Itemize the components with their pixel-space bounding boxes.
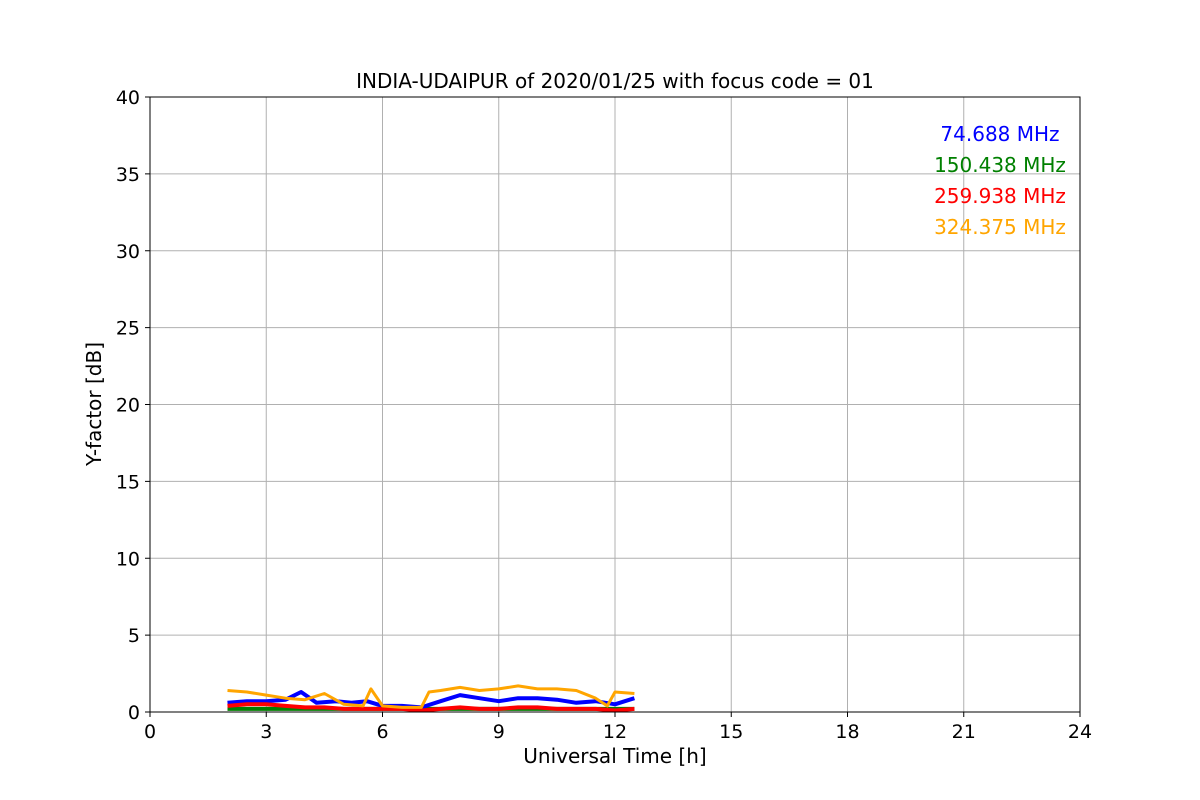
y-axis-ticks: 0 5 10 15 20 25 30 35 40 — [116, 87, 150, 724]
series-layer — [227, 684, 635, 713]
x-tick-label: 0 — [144, 721, 156, 743]
y-tick-label: 5 — [128, 625, 140, 647]
x-tick-label: 9 — [493, 721, 505, 743]
x-tick-label: 12 — [603, 721, 627, 743]
y-tick-label: 25 — [116, 318, 140, 340]
x-tick-label: 3 — [260, 721, 272, 743]
y-axis-label: Y-factor [dB] — [82, 342, 106, 467]
y-tick-label: 35 — [116, 164, 140, 186]
y-tick-label: 30 — [116, 241, 140, 263]
x-tick-label: 24 — [1068, 721, 1092, 743]
x-tick-label: 21 — [952, 721, 976, 743]
series-line-3 — [227, 684, 635, 709]
y-tick-label: 40 — [116, 87, 140, 109]
y-tick-label: 20 — [116, 395, 140, 417]
legend-entry: 259.938 MHz — [934, 184, 1066, 208]
legend-entry: 74.688 MHz — [940, 122, 1059, 146]
x-tick-label: 6 — [376, 721, 388, 743]
y-tick-label: 15 — [116, 471, 140, 493]
x-axis-ticks: 0 3 6 9 12 15 18 21 24 — [144, 712, 1092, 743]
x-axis-label: Universal Time [h] — [523, 744, 706, 768]
x-tick-label: 15 — [719, 721, 743, 743]
y-tick-label: 10 — [116, 548, 140, 570]
x-tick-label: 18 — [835, 721, 859, 743]
chart-title: INDIA-UDAIPUR of 2020/01/25 with focus c… — [356, 69, 874, 93]
y-tick-label: 0 — [128, 702, 140, 724]
legend: 74.688 MHz 150.438 MHz 259.938 MHz 324.375 … — [934, 122, 1066, 239]
legend-entry: 324.375 MHz — [934, 215, 1066, 239]
legend-entry: 150.438 MHz — [934, 153, 1066, 177]
series-line-2 — [227, 702, 635, 713]
